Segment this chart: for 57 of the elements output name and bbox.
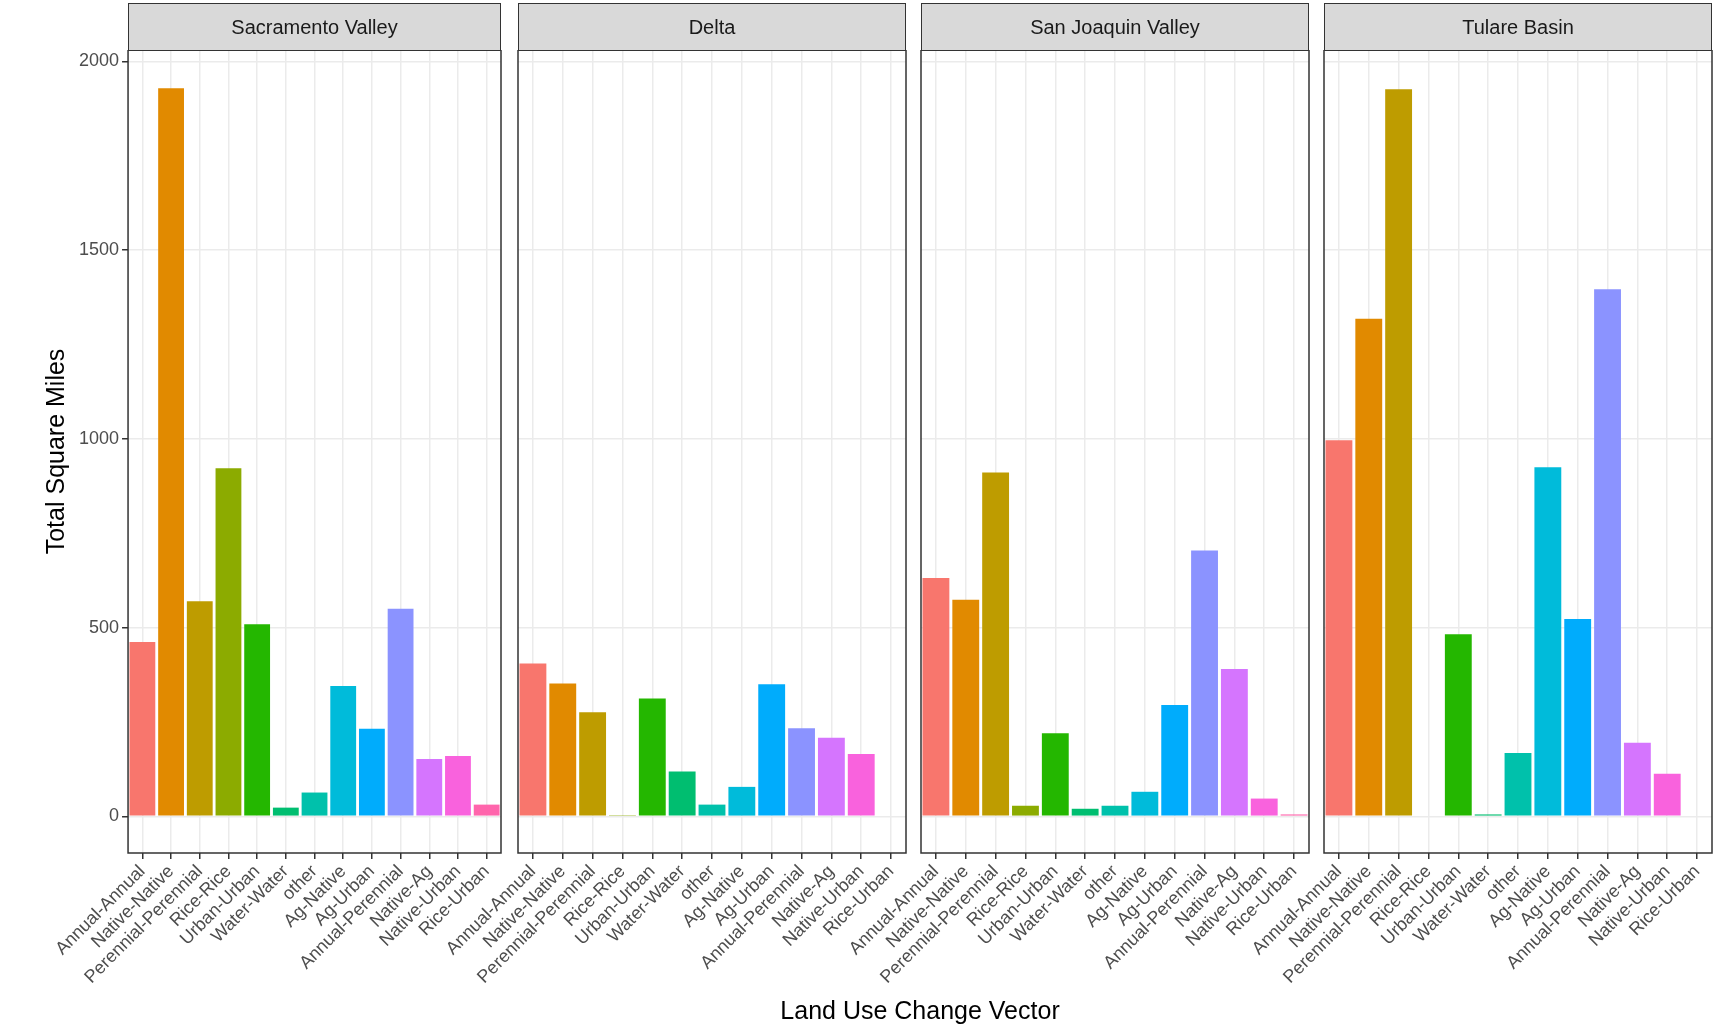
y-tick-label: 1000	[79, 427, 120, 448]
bar	[215, 468, 242, 816]
bar	[301, 792, 328, 816]
bar	[1325, 440, 1353, 816]
chart-title: Delta	[518, 3, 906, 51]
bar	[387, 608, 414, 816]
bar	[416, 758, 443, 816]
bar	[1012, 805, 1039, 816]
chart-title: San Joaquin Valley	[921, 3, 1309, 51]
bar	[1594, 289, 1621, 816]
bar	[1131, 791, 1159, 816]
bar	[1191, 550, 1218, 816]
y-tick-label: 0	[109, 805, 120, 826]
bar	[1101, 805, 1129, 816]
y-tick-label: 500	[89, 616, 120, 637]
bar	[817, 737, 845, 816]
bar	[728, 786, 756, 816]
bar	[1623, 742, 1651, 816]
bar	[158, 88, 184, 816]
bar	[952, 599, 980, 816]
y-axis-title: Total Square Miles	[40, 348, 69, 555]
bar	[129, 641, 156, 816]
bar	[445, 755, 471, 816]
chart-title: Sacramento Valley	[128, 3, 501, 51]
bar	[1653, 773, 1681, 816]
bar	[1220, 669, 1248, 816]
bar	[698, 804, 726, 816]
bar	[244, 624, 271, 816]
bar	[549, 683, 577, 816]
bar	[982, 472, 1010, 816]
bar	[922, 578, 950, 816]
x-axis-title: Land Use Change Vector	[779, 996, 1061, 1025]
bar	[186, 601, 213, 816]
bar	[638, 698, 666, 816]
bar	[579, 712, 607, 816]
bar	[1534, 467, 1562, 816]
bar	[1161, 704, 1189, 816]
bar	[1041, 733, 1069, 816]
bar	[1071, 808, 1099, 816]
bar	[1564, 618, 1592, 816]
bar	[788, 728, 815, 816]
chart-title: Tulare Basin	[1324, 3, 1712, 51]
bar	[758, 684, 786, 816]
y-tick-label: 1500	[79, 239, 120, 260]
bar	[847, 754, 875, 816]
bar	[473, 804, 500, 816]
bar	[1444, 634, 1472, 816]
bar	[1385, 89, 1413, 816]
bar	[272, 807, 299, 816]
bar	[1355, 318, 1383, 816]
bar	[358, 728, 385, 816]
bar	[668, 771, 696, 816]
bar	[1504, 752, 1532, 816]
y-tick-label: 2000	[79, 50, 120, 71]
bar	[519, 663, 547, 816]
bar	[330, 686, 357, 816]
bar	[1250, 798, 1278, 816]
